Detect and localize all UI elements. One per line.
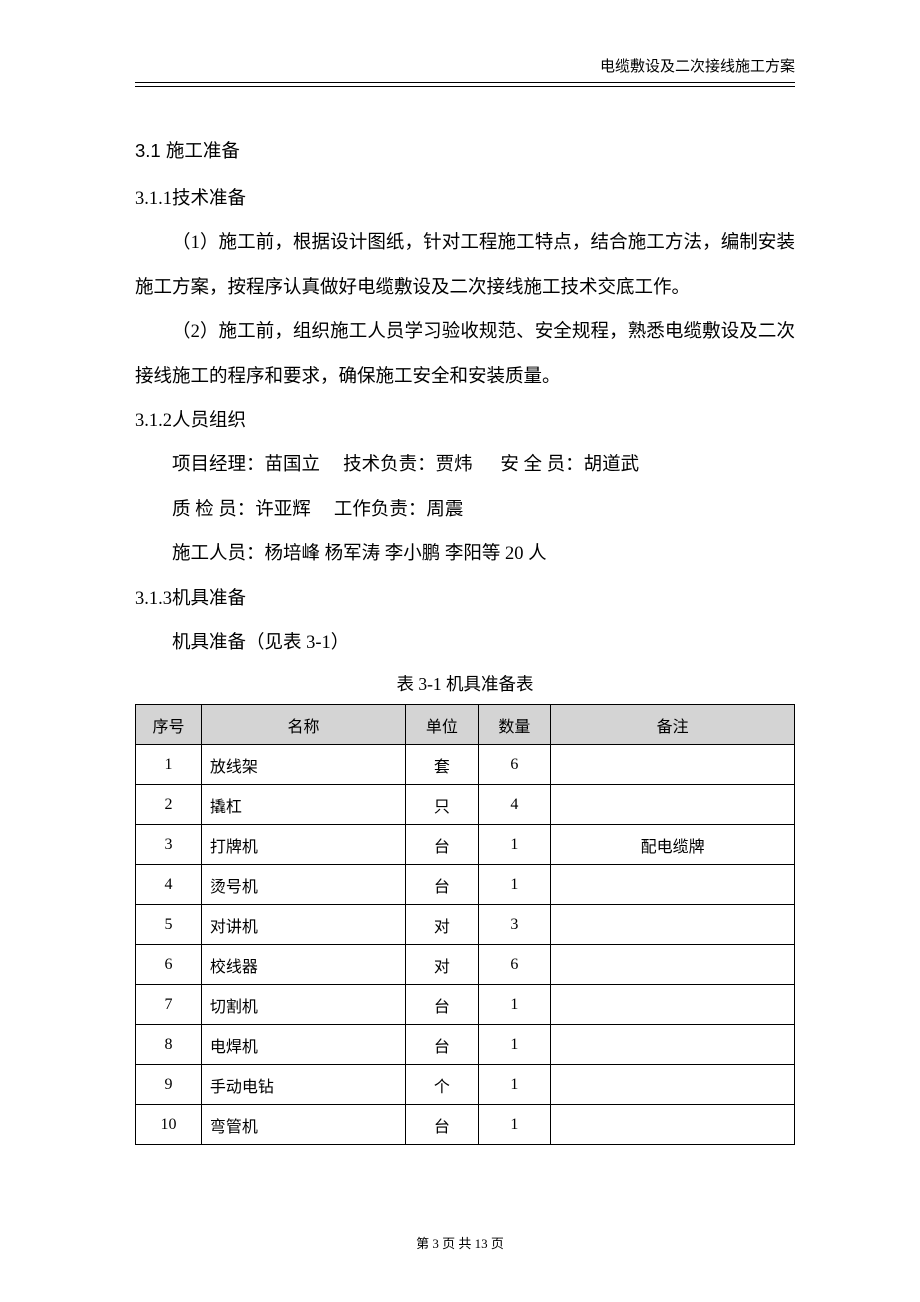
table-row: 1放线架套6: [136, 745, 795, 785]
cell-seq: 9: [136, 1065, 202, 1105]
cell-name: 手动电钻: [201, 1065, 405, 1105]
cell-name: 撬杠: [201, 785, 405, 825]
th-seq: 序号: [136, 705, 202, 745]
cell-seq: 4: [136, 865, 202, 905]
cell-name: 校线器: [201, 945, 405, 985]
cell-qty: 3: [478, 905, 550, 945]
header-rule: [135, 86, 795, 87]
cell-unit: 台: [406, 1025, 478, 1065]
th-unit: 单位: [406, 705, 478, 745]
table-row: 8电焊机台1: [136, 1025, 795, 1065]
section-heading-3-1: 3.1 施工准备: [135, 132, 795, 169]
cell-seq: 8: [136, 1025, 202, 1065]
cell-name: 弯管机: [201, 1105, 405, 1145]
cell-qty: 6: [478, 945, 550, 985]
cell-seq: 5: [136, 905, 202, 945]
cell-qty: 4: [478, 785, 550, 825]
table-row: 10弯管机台1: [136, 1105, 795, 1145]
cell-qty: 1: [478, 865, 550, 905]
cell-remark: [551, 1065, 795, 1105]
cell-qty: 1: [478, 825, 550, 865]
table-row: 2撬杠只4: [136, 785, 795, 825]
sub-heading-312: 3.1.2人员组织: [135, 399, 795, 443]
table-row: 7切割机台1: [136, 985, 795, 1025]
table-row: 5对讲机对3: [136, 905, 795, 945]
cell-seq: 10: [136, 1105, 202, 1145]
cell-unit: 台: [406, 985, 478, 1025]
person-line-2: 质 检 员：许亚辉 工作负责：周震: [135, 488, 795, 532]
cell-remark: 配电缆牌: [551, 825, 795, 865]
table-row: 6校线器对6: [136, 945, 795, 985]
cell-unit: 对: [406, 905, 478, 945]
cell-remark: [551, 905, 795, 945]
tools-intro: 机具准备（见表 3-1）: [135, 621, 795, 665]
sub-heading-311: 3.1.1技术准备: [135, 177, 795, 221]
cell-seq: 3: [136, 825, 202, 865]
table-row: 4烫号机台1: [136, 865, 795, 905]
person-line-1: 项目经理：苗国立 技术负责：贾炜 安 全 员：胡道武: [135, 443, 795, 487]
table-caption: 表 3-1 机具准备表: [135, 671, 795, 696]
cell-unit: 对: [406, 945, 478, 985]
cell-name: 打牌机: [201, 825, 405, 865]
cell-unit: 套: [406, 745, 478, 785]
cell-unit: 台: [406, 865, 478, 905]
th-remark: 备注: [551, 705, 795, 745]
cell-seq: 6: [136, 945, 202, 985]
cell-qty: 1: [478, 1105, 550, 1145]
table-header-row: 序号 名称 单位 数量 备注: [136, 705, 795, 745]
cell-seq: 2: [136, 785, 202, 825]
cell-name: 电焊机: [201, 1025, 405, 1065]
paragraph-1: （1）施工前，根据设计图纸，针对工程施工特点，结合施工方法，编制安装施工方案，按…: [135, 221, 795, 310]
th-name: 名称: [201, 705, 405, 745]
sub-heading-313: 3.1.3机具准备: [135, 577, 795, 621]
cell-qty: 1: [478, 1065, 550, 1105]
cell-unit: 台: [406, 825, 478, 865]
table-row: 3打牌机台1配电缆牌: [136, 825, 795, 865]
cell-qty: 1: [478, 1025, 550, 1065]
cell-remark: [551, 785, 795, 825]
cell-remark: [551, 745, 795, 785]
cell-remark: [551, 865, 795, 905]
cell-remark: [551, 945, 795, 985]
person-line-3: 施工人员：杨培峰 杨军涛 李小鹏 李阳等 20 人: [135, 532, 795, 576]
cell-name: 放线架: [201, 745, 405, 785]
th-qty: 数量: [478, 705, 550, 745]
cell-name: 切割机: [201, 985, 405, 1025]
cell-name: 对讲机: [201, 905, 405, 945]
paragraph-2: （2）施工前，组织施工人员学习验收规范、安全规程，熟悉电缆敷设及二次接线施工的程…: [135, 310, 795, 399]
cell-qty: 6: [478, 745, 550, 785]
cell-seq: 1: [136, 745, 202, 785]
running-header: 电缆敷设及二次接线施工方案: [135, 55, 795, 83]
page: 电缆敷设及二次接线施工方案 3.1 施工准备 3.1.1技术准备 （1）施工前，…: [0, 0, 920, 1302]
cell-name: 烫号机: [201, 865, 405, 905]
cell-seq: 7: [136, 985, 202, 1025]
cell-remark: [551, 985, 795, 1025]
cell-qty: 1: [478, 985, 550, 1025]
tools-table: 序号 名称 单位 数量 备注 1放线架套62撬杠只43打牌机台1配电缆牌4烫号机…: [135, 704, 795, 1145]
table-row: 9手动电钻个1: [136, 1065, 795, 1105]
page-footer: 第 3 页 共 13 页: [0, 1233, 920, 1252]
cell-unit: 个: [406, 1065, 478, 1105]
cell-unit: 台: [406, 1105, 478, 1145]
cell-remark: [551, 1105, 795, 1145]
cell-remark: [551, 1025, 795, 1065]
cell-unit: 只: [406, 785, 478, 825]
